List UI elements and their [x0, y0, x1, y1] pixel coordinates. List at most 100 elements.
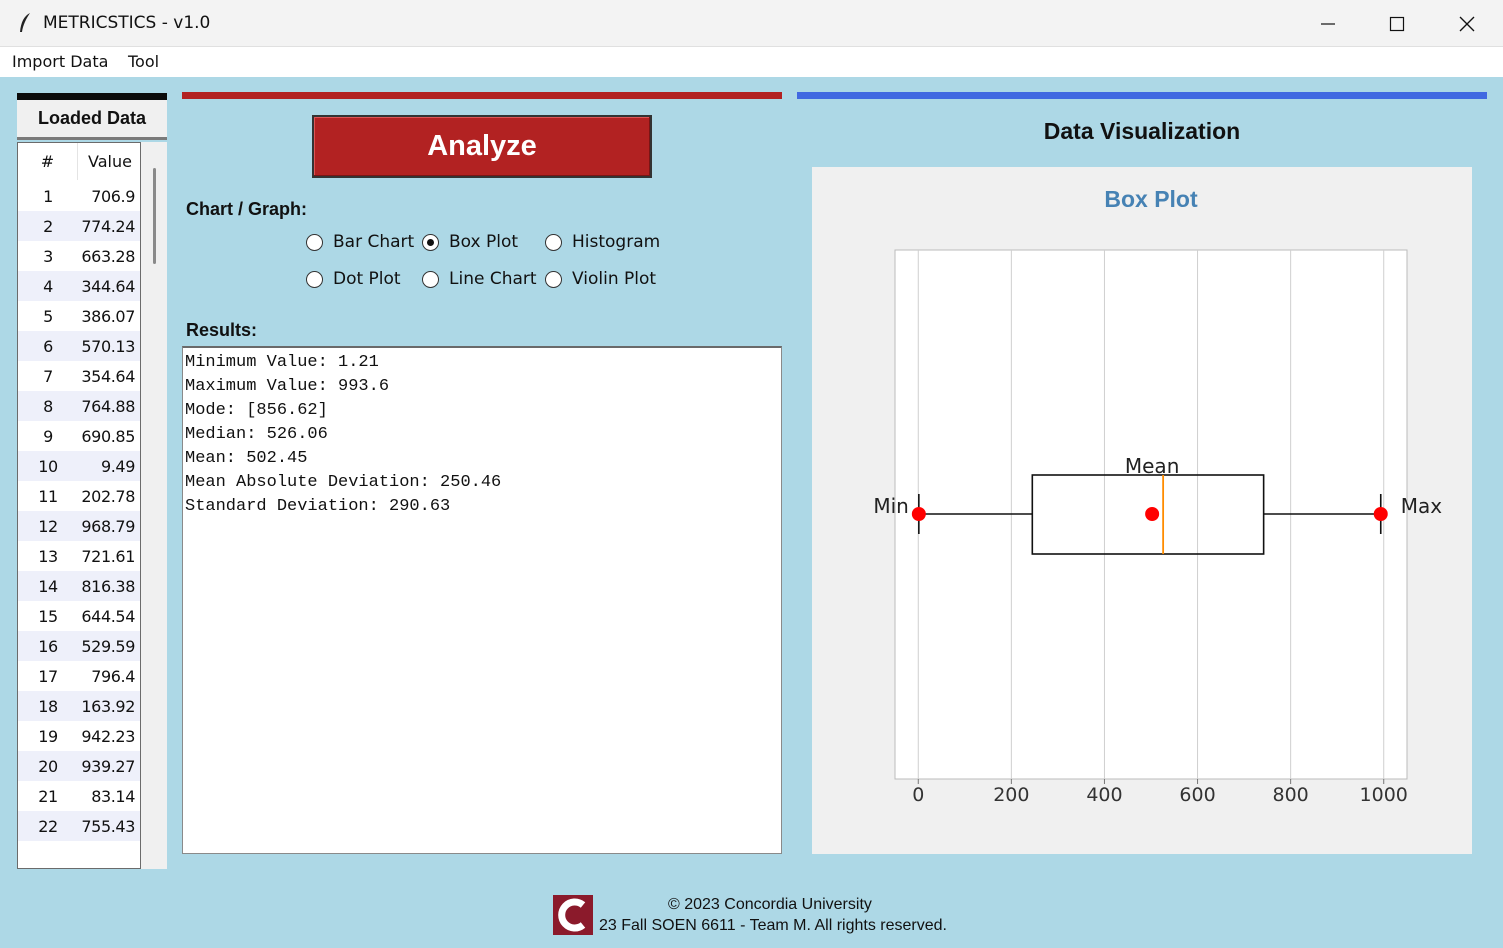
- maximize-button[interactable]: [1362, 0, 1432, 47]
- row-value: 721.61: [81, 546, 135, 566]
- row-value: 202.78: [81, 486, 135, 506]
- row-value: 83.14: [91, 786, 135, 806]
- list-scrollbar[interactable]: [141, 142, 167, 869]
- radio-button-icon: [545, 270, 562, 288]
- row-value: 942.23: [81, 726, 135, 746]
- table-row[interactable]: 5 386.07: [18, 301, 140, 331]
- results-textbox[interactable]: Minimum Value: 1.21 Maximum Value: 993.6…: [182, 346, 782, 854]
- row-value: 796.4: [91, 666, 135, 686]
- table-row[interactable]: 15 644.54: [18, 601, 140, 631]
- row-index: 12: [38, 516, 58, 536]
- x-tick-label: 400: [1086, 784, 1122, 806]
- radio-label: Dot Plot: [333, 269, 401, 289]
- radio-line-chart[interactable]: Line Chart: [422, 269, 537, 289]
- table-row[interactable]: 11 202.78: [18, 481, 140, 511]
- table-row[interactable]: 7 354.64: [18, 361, 140, 391]
- radio-box-plot[interactable]: Box Plot: [422, 232, 518, 252]
- menu-bar: Import Data Tool: [0, 47, 1503, 77]
- row-value: 968.79: [81, 516, 135, 536]
- result-min: Minimum Value: 1.21: [185, 353, 379, 372]
- maximize-icon: [1389, 16, 1405, 31]
- table-row[interactable]: 14 816.38: [18, 571, 140, 601]
- chart-panel: Box Plot 0 200 400 600 800 1000 Min Max Mean: [812, 167, 1472, 854]
- row-index: 8: [43, 396, 53, 416]
- table-row[interactable]: 22 755.43: [18, 811, 140, 841]
- result-mode: Mode: [856.62]: [185, 401, 328, 420]
- max-point: [1373, 507, 1388, 521]
- row-index: 16: [38, 636, 58, 656]
- x-tick-label: 0: [912, 784, 924, 806]
- table-row[interactable]: 12 968.79: [18, 511, 140, 541]
- loaded-data-title: Loaded Data: [17, 100, 167, 140]
- close-icon: [1459, 16, 1475, 31]
- max-annotation: Max: [1401, 494, 1443, 518]
- menu-tool[interactable]: Tool: [128, 52, 160, 71]
- controls-accent-bar: [182, 92, 782, 99]
- x-tick-label: 200: [993, 784, 1029, 806]
- table-row[interactable]: 10 9.49: [18, 451, 140, 481]
- loaded-data-accent-bar: [17, 93, 167, 100]
- row-index: 4: [43, 276, 53, 296]
- minimize-button[interactable]: [1293, 0, 1363, 47]
- loaded-data-list[interactable]: # Value 1 706.9 2 774.24 3 663.28 4 344.64 5 386.…: [17, 142, 141, 869]
- table-row[interactable]: 19 942.23: [18, 721, 140, 751]
- concordia-logo: [553, 895, 593, 935]
- row-index: 13: [38, 546, 58, 566]
- radio-violin-plot[interactable]: Violin Plot: [545, 269, 656, 289]
- column-header-index[interactable]: #: [18, 143, 78, 180]
- row-value: 570.13: [81, 336, 135, 356]
- result-mad: Mean Absolute Deviation: 250.46: [185, 473, 502, 492]
- table-row[interactable]: 3 663.28: [18, 241, 140, 271]
- row-index: 2: [43, 216, 53, 236]
- table-row[interactable]: 16 529.59: [18, 631, 140, 661]
- table-row[interactable]: 21 83.14: [18, 781, 140, 811]
- row-index: 5: [43, 306, 53, 326]
- radio-label: Violin Plot: [572, 269, 657, 289]
- radio-button-icon: [306, 270, 323, 288]
- radio-label: Histogram: [572, 232, 661, 252]
- min-annotation: Min: [873, 494, 909, 518]
- table-row[interactable]: 2 774.24: [18, 211, 140, 241]
- table-row[interactable]: 8 764.88: [18, 391, 140, 421]
- column-header-value[interactable]: Value: [88, 152, 132, 171]
- row-value: 529.59: [81, 636, 135, 656]
- row-index: 9: [43, 426, 53, 446]
- radio-button-icon: [545, 233, 562, 251]
- window-title: METRICSTICS - v1.0: [43, 13, 211, 33]
- table-row[interactable]: 18 163.92: [18, 691, 140, 721]
- menu-import-data[interactable]: Import Data: [12, 52, 109, 71]
- box-plot-chart: Box Plot 0 200 400 600 800 1000 Min Max Mean: [873, 186, 1443, 806]
- radio-button-selected-icon: [422, 233, 439, 251]
- title-bar: METRICSTICS - v1.0: [0, 0, 1503, 47]
- x-tick-label: 800: [1273, 784, 1309, 806]
- table-row[interactable]: 4 344.64: [18, 271, 140, 301]
- table-row[interactable]: 20 939.27: [18, 751, 140, 781]
- table-row[interactable]: 13 721.61: [18, 541, 140, 571]
- row-value: 344.64: [81, 276, 135, 296]
- row-index: 6: [43, 336, 53, 356]
- table-row[interactable]: 9 690.85: [18, 421, 140, 451]
- scrollbar-thumb[interactable]: [153, 168, 156, 264]
- analyze-button[interactable]: Analyze: [312, 115, 652, 178]
- row-index: 19: [38, 726, 58, 746]
- row-index: 7: [43, 366, 53, 386]
- table-row[interactable]: 6 570.13: [18, 331, 140, 361]
- table-row[interactable]: 1 706.9: [18, 181, 140, 211]
- radio-label: Bar Chart: [333, 232, 415, 252]
- row-value: 9.49: [100, 456, 135, 476]
- row-index: 10: [38, 456, 58, 476]
- x-tick-label: 1000: [1360, 784, 1408, 806]
- row-index: 20: [38, 756, 58, 776]
- row-value: 764.88: [81, 396, 135, 416]
- radio-dot-plot[interactable]: Dot Plot: [306, 269, 401, 289]
- visualization-title: Data Visualization: [1043, 118, 1241, 144]
- mean-point: [1145, 507, 1160, 521]
- iqr-box: [1031, 474, 1265, 555]
- close-button[interactable]: [1432, 0, 1502, 47]
- footer-copyright: © 2023 Concordia University: [668, 896, 872, 913]
- row-index: 3: [43, 246, 53, 266]
- table-row[interactable]: 17 796.4: [18, 661, 140, 691]
- row-index: 15: [38, 606, 58, 626]
- radio-bar-chart[interactable]: Bar Chart: [306, 232, 414, 252]
- radio-histogram[interactable]: Histogram: [545, 232, 660, 252]
